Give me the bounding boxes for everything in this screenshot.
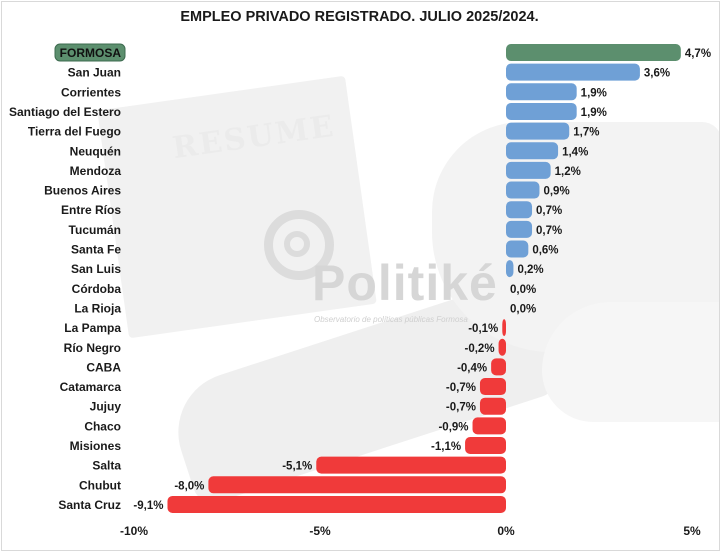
category-label: Corrientes [61,85,121,99]
category-label: Neuquén [70,144,121,158]
watermark-logo-icon [264,210,334,280]
category-label: Chubut [79,478,121,492]
category-label: Río Negro [64,341,121,355]
value-label: -1,1% [431,441,461,453]
value-label: 0,9% [543,186,569,198]
bar [316,456,506,474]
value-label: 0,2% [517,264,543,276]
category-label: Tierra del Fuego [28,125,121,139]
bar [208,476,506,494]
bar [465,437,506,454]
bar [506,161,551,179]
category-label: CABA [86,360,121,374]
value-label: 1,7% [573,127,599,139]
bar [506,142,559,160]
bar [506,220,533,238]
watermark-logo-inner-icon [284,231,310,257]
category-label: FORMOSA [60,46,122,60]
value-label: -8,0% [174,480,204,492]
category-label: Entre Ríos [61,203,121,217]
category-label: Mendoza [70,164,122,178]
category-label: La Pampa [64,321,121,335]
category-label: Salta [92,459,121,473]
bar [506,63,640,81]
category-label: Santiago del Estero [9,105,121,119]
category-label: Santa Fe [71,243,121,257]
value-label: -0,4% [457,362,487,374]
category-label: Buenos Aires [44,184,121,198]
bar [502,319,506,337]
value-label: 0,0% [510,303,536,315]
bar [479,378,506,396]
category-label: Misiones [70,439,122,453]
value-label: 0,7% [536,225,562,237]
x-tick-label: 5% [683,524,701,538]
bar [506,201,533,219]
value-label: -0,7% [446,402,476,414]
category-label: San Luis [71,262,121,276]
category-label: Santa Cruz [58,498,121,512]
value-label: 3,6% [644,68,670,80]
bar [506,240,529,258]
x-tick-label: -5% [309,524,331,538]
value-label: -0,2% [465,343,495,355]
value-label: 0,7% [536,205,562,217]
bar [506,83,577,101]
bar [506,122,570,140]
category-label: Córdoba [72,282,122,296]
highlight-category-badge [54,43,126,62]
x-tick-label: 0% [497,524,515,538]
category-label: Tucumán [69,223,121,237]
value-label: 1,2% [555,166,581,178]
x-tick-label: -10% [120,524,148,538]
value-label: -5,1% [282,461,312,473]
bar [491,358,506,376]
category-label: La Rioja [74,301,121,315]
value-label: -0,9% [438,421,468,433]
bar [506,102,577,120]
category-label: Chaco [84,419,121,433]
value-label: -9,1% [133,500,163,512]
bar [506,260,514,278]
bar [506,44,681,61]
chart-title: EMPLEO PRIVADO REGISTRADO. JULIO 2025/20… [180,9,539,25]
watermark-brand: Politiké [312,255,498,311]
value-label: 1,4% [562,146,588,158]
value-label: 1,9% [581,87,607,99]
value-label: -0,1% [468,323,498,335]
value-label: 0,0% [510,284,536,296]
watermark-tagline: Observatorio de políticas públicas Formo… [314,315,468,324]
value-label: 0,6% [532,245,558,257]
bar [498,338,506,356]
category-label: Jujuy [90,400,122,414]
bar [479,397,506,415]
value-label: -0,7% [446,382,476,394]
bar [472,417,506,435]
bar [506,181,540,199]
value-label: 4,7% [685,48,711,60]
value-label: 1,9% [581,107,607,119]
category-label: Catamarca [60,380,122,394]
bar [167,495,507,513]
category-label: San Juan [68,66,121,80]
